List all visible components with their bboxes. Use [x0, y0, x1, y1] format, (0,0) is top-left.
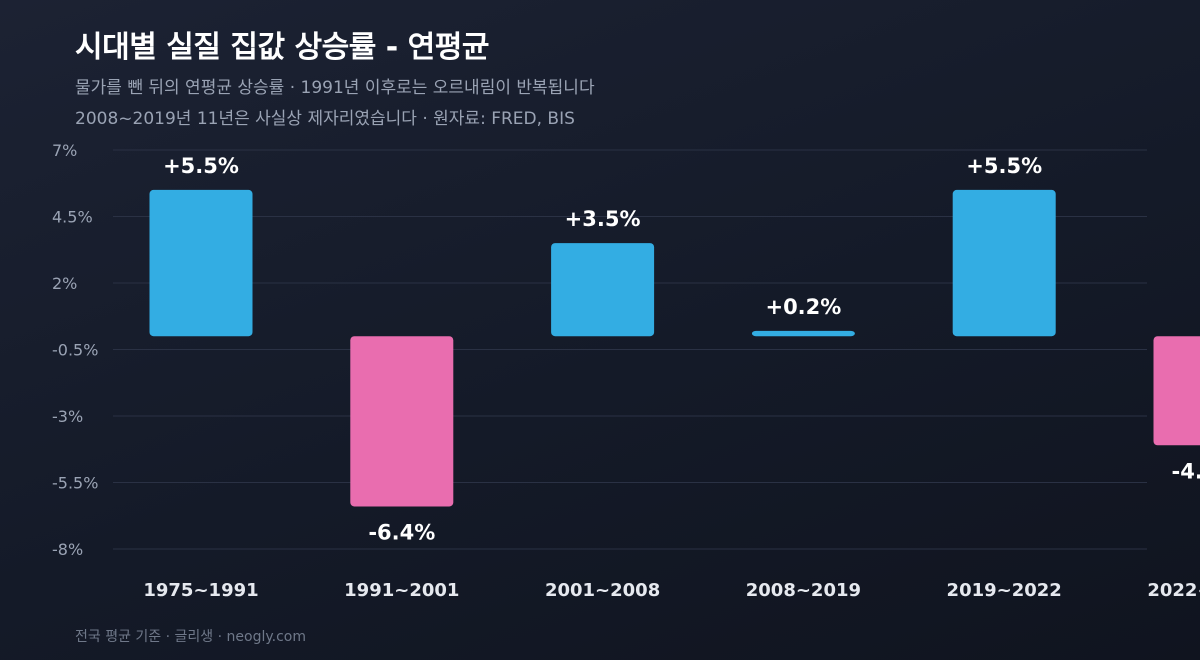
category-label: 2019~2022 — [947, 580, 1062, 601]
y-tick-label: -3% — [52, 407, 83, 426]
category-label: 2022~2026 — [1147, 580, 1200, 601]
y-axis-ticks: 7% 4.5% 2% -0.5% -3% -5.5% -8% — [52, 141, 98, 559]
y-tick-label: -0.5% — [52, 341, 98, 360]
category-label: 1975~1991 — [143, 580, 258, 601]
data-labels: +5.5% -6.4% +3.5% +0.2% +5.5% -4.1% — [163, 154, 1200, 545]
data-label: +5.5% — [966, 154, 1042, 178]
chart-title: 시대별 실질 집값 상승률 - 연평균 — [75, 30, 489, 65]
category-label: 2001~2008 — [545, 580, 660, 601]
y-tick-label: -5.5% — [52, 474, 98, 493]
x-axis-categories: 1975~1991 1991~2001 2001~2008 2008~2019 2019… — [143, 580, 1200, 601]
bar-1991~2001 — [350, 336, 454, 507]
y-tick-label: 2% — [52, 274, 77, 293]
bar-2001~2008 — [551, 243, 655, 337]
data-label: -4.1% — [1172, 459, 1200, 483]
chart-subtitle-line2: 2008~2019년 11년은 사실상 제자리였습니다 · 원자료: FRED,… — [75, 109, 575, 129]
data-label: +5.5% — [163, 154, 239, 178]
bar-1975~1991 — [149, 189, 253, 337]
bar-2008~2019 — [751, 330, 855, 337]
data-label: +0.2% — [765, 295, 841, 319]
data-label: -6.4% — [368, 520, 435, 544]
category-label: 1991~2001 — [344, 580, 459, 601]
footer-source: 전국 평균 기준 · 글리생 · neogly.com — [75, 629, 306, 645]
category-label: 2008~2019 — [746, 580, 861, 601]
bar-2019~2022 — [952, 189, 1056, 337]
chart-subtitle-line1: 물가를 뺀 뒤의 연평균 상승률 · 1991년 이후로는 오르내림이 반복됩니… — [75, 78, 595, 98]
y-tick-label: 4.5% — [52, 208, 93, 227]
bar-2022~2026 — [1153, 336, 1200, 446]
bars — [149, 189, 1200, 507]
y-tick-label: 7% — [52, 141, 77, 160]
data-label: +3.5% — [565, 207, 641, 231]
y-tick-label: -8% — [52, 540, 83, 559]
